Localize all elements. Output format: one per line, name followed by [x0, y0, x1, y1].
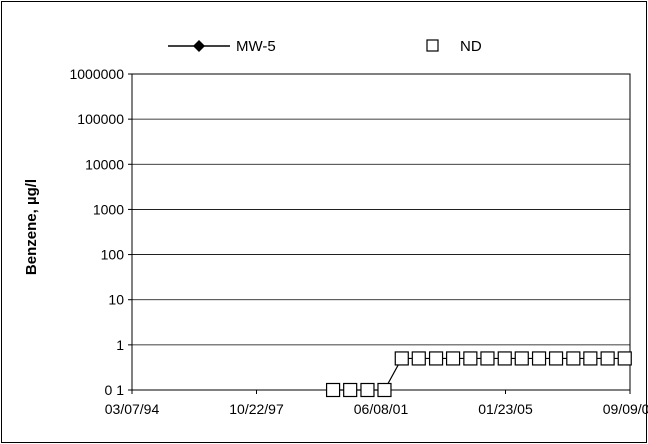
legend-mw5-diamond-marker [193, 40, 205, 52]
y-tick-label: 1000 [93, 201, 124, 217]
series-nd-point [480, 351, 495, 366]
series-nd-point [360, 382, 375, 398]
legend-item-nd: ND [426, 38, 482, 55]
series-nd [325, 351, 632, 398]
plot-border [131, 73, 631, 391]
series-nd-point [600, 351, 615, 366]
y-tick-label: 1 [116, 337, 124, 353]
series-nd-point [583, 351, 598, 366]
x-axis-ticks: 03/07/94 10/22/97 06/08/01 01/23/05 09/09/08 [105, 390, 648, 417]
series-nd-point [514, 351, 529, 366]
y-tick-label: 100000 [77, 111, 124, 127]
y-axis-label: Benzene, µg/l [23, 179, 40, 275]
series-nd-point [617, 351, 632, 366]
series-nd-point [497, 351, 512, 366]
y-tick-label: 0 1 [105, 382, 125, 398]
plot-area [131, 73, 631, 391]
y-tick-label: 10000 [85, 156, 124, 172]
y-tick-label: 1000000 [69, 66, 124, 82]
series-nd-point [445, 351, 461, 366]
series-nd-point [394, 351, 409, 366]
x-tick-label: 06/08/01 [354, 401, 409, 417]
series-nd-point [377, 382, 392, 398]
series-nd-point [325, 382, 341, 398]
grid-lines [132, 118, 630, 346]
x-tick-label: 01/23/05 [478, 401, 533, 417]
series-nd-point [566, 351, 581, 366]
series-nd-point [531, 351, 547, 366]
series-nd-point [411, 351, 426, 366]
y-tick-label: 100 [101, 247, 125, 263]
y-axis-ticks: 0 1 1 10 100 1000 10000 100000 1000000 [69, 66, 132, 398]
y-tick-label: 10 [108, 292, 124, 308]
series-nd-point [548, 351, 564, 366]
series-nd-point [343, 382, 358, 398]
x-tick-label: 10/22/97 [229, 401, 284, 417]
series-nd-point [428, 351, 444, 366]
x-tick-label: 09/09/08 [603, 401, 648, 417]
legend-nd-square-marker [426, 39, 439, 52]
series-nd-point [463, 351, 478, 366]
legend-nd-label: ND [460, 38, 482, 55]
legend-mw5-label: MW-5 [236, 38, 276, 55]
legend: MW-5 ND [168, 38, 482, 55]
x-tick-label: 03/07/94 [105, 401, 160, 417]
legend-item-mw5: MW-5 [168, 38, 276, 55]
